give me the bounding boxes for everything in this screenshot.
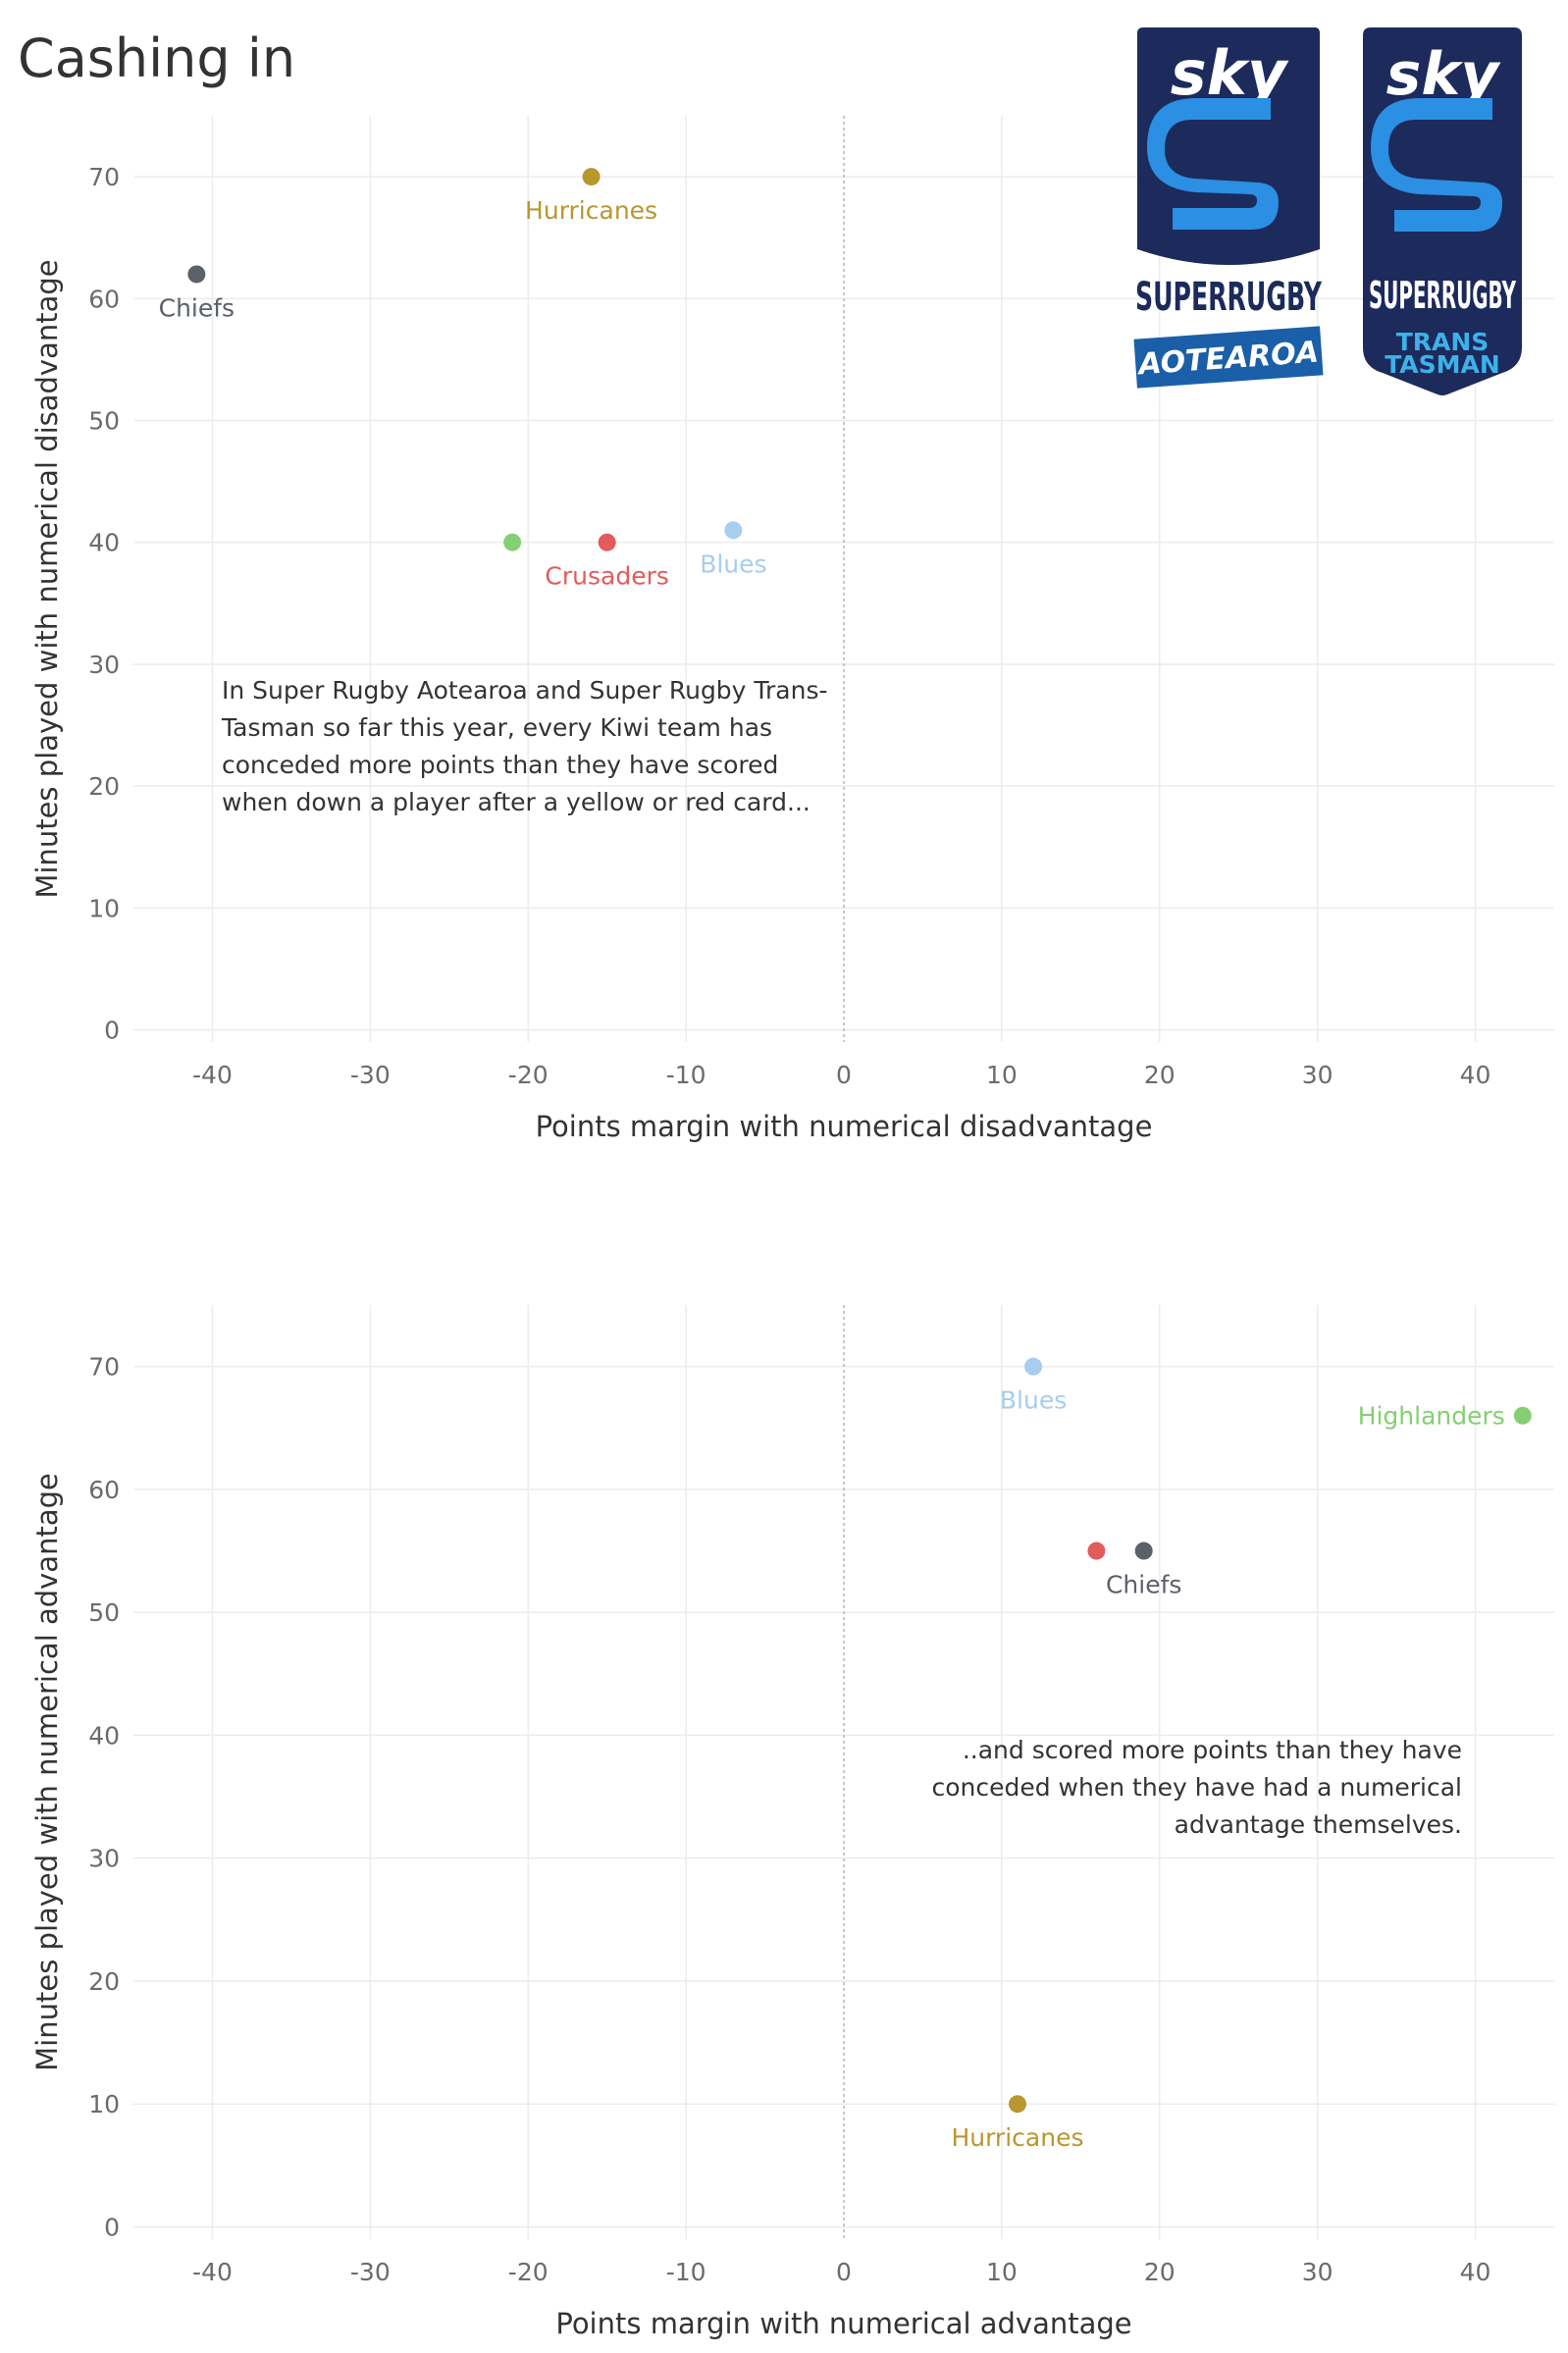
- annotation-advantage: ..and scored more points than they have …: [931, 1736, 1462, 1839]
- y-tick-label: 40: [88, 1721, 120, 1750]
- s-emblem: [1371, 98, 1502, 232]
- x-tick-label: 20: [1144, 2258, 1176, 2286]
- super-rugby-trans-tasman-logo: sky SUPERRUGBY TRANS TASMAN: [1363, 27, 1522, 395]
- y-tick-label: 60: [88, 1476, 120, 1504]
- x-tick-label: 30: [1302, 1061, 1333, 1089]
- page-title: Cashing in: [18, 27, 296, 89]
- x-tick-label: -20: [508, 2258, 549, 2286]
- x-axis-title: Points margin with numerical advantage: [555, 2307, 1131, 2340]
- x-tick-label: 10: [986, 2258, 1018, 2286]
- chart-numerical-disadvantage: -40 -30 -20 -10 0 10 20 30 40 0 10 20 30 40 50 60 70 Poin…: [30, 116, 1554, 1143]
- point-highlanders: [1513, 1406, 1532, 1425]
- y-tick-label: 10: [88, 894, 120, 922]
- point-highlanders: [503, 533, 522, 551]
- point-label-blues: Blues: [1000, 1386, 1067, 1415]
- sky-wordmark: sky: [1171, 37, 1289, 109]
- y-tick-label: 10: [88, 2090, 120, 2118]
- point-label-hurricanes: Hurricanes: [525, 196, 657, 225]
- x-tick-label: -40: [192, 2258, 233, 2286]
- point-crusaders: [1087, 1542, 1106, 1560]
- x-tick-label: 20: [1144, 1061, 1176, 1089]
- y-tick-label: 20: [88, 772, 120, 801]
- y-tick-label: 70: [88, 1353, 120, 1382]
- x-tick-label: 30: [1302, 2258, 1333, 2286]
- y-axis-title: Minutes played with numerical advantage: [30, 1473, 64, 2071]
- sky-wordmark: sky: [1386, 40, 1502, 109]
- y-tick-label: 20: [88, 1967, 120, 1996]
- y-tick-label: 40: [88, 529, 120, 557]
- y-tick-label: 60: [88, 285, 120, 313]
- x-tick-label: 40: [1460, 1061, 1491, 1089]
- y-tick-label: 0: [104, 2213, 120, 2241]
- point-blues: [724, 521, 743, 540]
- point-hurricanes: [582, 168, 601, 186]
- x-tick-label: 0: [836, 1061, 852, 1089]
- y-tick-label: 50: [88, 407, 120, 436]
- point-chiefs: [1134, 1542, 1153, 1560]
- y-axis-title: Minutes played with numerical disadvanta…: [30, 259, 64, 898]
- point-hurricanes: [1008, 2095, 1026, 2114]
- super-rugby-aotearoa-logo: sky SUPERRUGBY AOTEAROA: [1133, 27, 1324, 389]
- y-tick-label: 70: [88, 163, 120, 191]
- x-tick-label: -40: [192, 1061, 233, 1089]
- y-tick-label: 50: [88, 1598, 120, 1627]
- y-tick-label: 30: [88, 651, 120, 679]
- x-tick-label: -30: [350, 1061, 391, 1089]
- point-label-chiefs: Chiefs: [159, 293, 235, 322]
- chart-numerical-advantage: -40 -30 -20 -10 0 10 20 30 40 0 10 20 30 40 50 60 70 Poin…: [30, 1305, 1554, 2340]
- x-tick-label: -20: [508, 1061, 549, 1089]
- y-tick-label: 30: [88, 1845, 120, 1873]
- point-chiefs: [187, 265, 206, 284]
- point-crusaders: [598, 533, 616, 551]
- s-emblem: [1147, 98, 1279, 230]
- super-rugby-wordmark: SUPERRUGBY: [1369, 274, 1516, 317]
- tasman-tag: TASMAN: [1385, 350, 1500, 379]
- annotation-disadvantage: In Super Rugby Aotearoa and Super Rugby …: [222, 676, 828, 816]
- point-label-hurricanes: Hurricanes: [951, 2123, 1083, 2152]
- x-tick-label: 10: [986, 1061, 1018, 1089]
- point-label-blues: Blues: [700, 549, 766, 578]
- trans-tag: TRANS: [1396, 328, 1490, 356]
- point-label-highlanders: Highlanders: [1358, 1402, 1505, 1431]
- x-tick-label: 40: [1460, 2258, 1491, 2286]
- x-tick-label: -10: [666, 2258, 706, 2286]
- x-tick-label: 0: [836, 2258, 852, 2286]
- super-rugby-wordmark: SUPERRUGBY: [1135, 275, 1323, 320]
- x-tick-label: -10: [666, 1061, 706, 1089]
- x-tick-label: -30: [350, 2258, 391, 2286]
- x-axis-title: Points margin with numerical disadvantag…: [536, 1110, 1153, 1143]
- point-blues: [1024, 1357, 1043, 1376]
- y-tick-label: 0: [104, 1017, 120, 1045]
- point-label-crusaders: Crusaders: [545, 562, 668, 591]
- point-label-chiefs: Chiefs: [1106, 1571, 1181, 1599]
